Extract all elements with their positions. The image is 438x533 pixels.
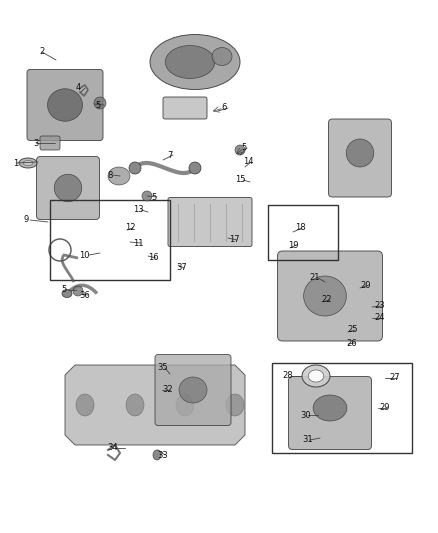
Ellipse shape [73, 286, 83, 296]
Text: 13: 13 [133, 206, 143, 214]
Ellipse shape [62, 289, 72, 297]
Text: 35: 35 [158, 364, 168, 373]
Ellipse shape [23, 160, 33, 166]
Ellipse shape [308, 370, 324, 382]
Text: 30: 30 [301, 410, 311, 419]
FancyBboxPatch shape [168, 198, 252, 246]
FancyBboxPatch shape [278, 251, 382, 341]
Text: 5: 5 [95, 101, 101, 109]
Ellipse shape [94, 97, 106, 109]
FancyBboxPatch shape [163, 97, 207, 119]
Ellipse shape [235, 145, 245, 155]
Text: 3: 3 [33, 139, 39, 148]
FancyBboxPatch shape [40, 136, 60, 150]
Ellipse shape [176, 394, 194, 416]
Text: 5: 5 [61, 286, 67, 295]
Ellipse shape [126, 394, 144, 416]
Text: 15: 15 [235, 175, 245, 184]
FancyBboxPatch shape [289, 376, 371, 449]
Text: 26: 26 [347, 338, 357, 348]
Text: 37: 37 [177, 263, 187, 272]
Ellipse shape [212, 47, 232, 66]
Ellipse shape [302, 365, 330, 387]
Ellipse shape [19, 158, 37, 168]
Ellipse shape [179, 377, 207, 403]
Text: 28: 28 [283, 372, 293, 381]
Text: 14: 14 [243, 157, 253, 166]
FancyBboxPatch shape [27, 69, 103, 141]
Polygon shape [65, 365, 245, 445]
Text: 8: 8 [107, 171, 113, 180]
Ellipse shape [54, 174, 82, 202]
Text: 36: 36 [80, 290, 90, 300]
Text: 29: 29 [380, 403, 390, 413]
Text: 5: 5 [241, 143, 247, 152]
Ellipse shape [76, 394, 94, 416]
Text: 1: 1 [14, 158, 19, 167]
Ellipse shape [346, 139, 374, 167]
Text: 16: 16 [148, 254, 158, 262]
Text: 11: 11 [133, 238, 143, 247]
Ellipse shape [153, 450, 161, 460]
Text: 5: 5 [152, 192, 157, 201]
Text: 19: 19 [288, 240, 298, 249]
Ellipse shape [150, 35, 240, 90]
Ellipse shape [47, 89, 82, 121]
Text: 10: 10 [79, 251, 89, 260]
Ellipse shape [142, 191, 152, 201]
Text: 2: 2 [39, 47, 45, 56]
Ellipse shape [304, 276, 346, 316]
Text: 25: 25 [348, 326, 358, 335]
Text: 4: 4 [75, 84, 81, 93]
Ellipse shape [226, 394, 244, 416]
Text: 9: 9 [23, 215, 28, 224]
Bar [268, 205, 338, 260]
Text: 6: 6 [221, 103, 227, 112]
Text: 34: 34 [108, 443, 118, 453]
FancyBboxPatch shape [36, 157, 99, 220]
Text: 22: 22 [322, 295, 332, 304]
Ellipse shape [129, 162, 141, 174]
Ellipse shape [313, 395, 347, 421]
Ellipse shape [108, 167, 130, 185]
FancyBboxPatch shape [155, 354, 231, 425]
Text: 32: 32 [162, 385, 173, 394]
Text: 7: 7 [167, 150, 173, 159]
FancyBboxPatch shape [328, 119, 392, 197]
Bar [50, 200, 170, 280]
Text: 23: 23 [374, 302, 385, 311]
Bar [272, 363, 412, 453]
Text: 33: 33 [158, 450, 168, 459]
Ellipse shape [189, 162, 201, 174]
Text: 12: 12 [125, 223, 135, 232]
Text: 17: 17 [229, 236, 239, 245]
Text: 21: 21 [310, 273, 320, 282]
Text: 24: 24 [375, 313, 385, 322]
Ellipse shape [165, 45, 215, 78]
Text: 31: 31 [303, 435, 313, 445]
Text: 27: 27 [390, 374, 400, 383]
Text: 20: 20 [361, 280, 371, 289]
Text: 18: 18 [295, 223, 305, 232]
